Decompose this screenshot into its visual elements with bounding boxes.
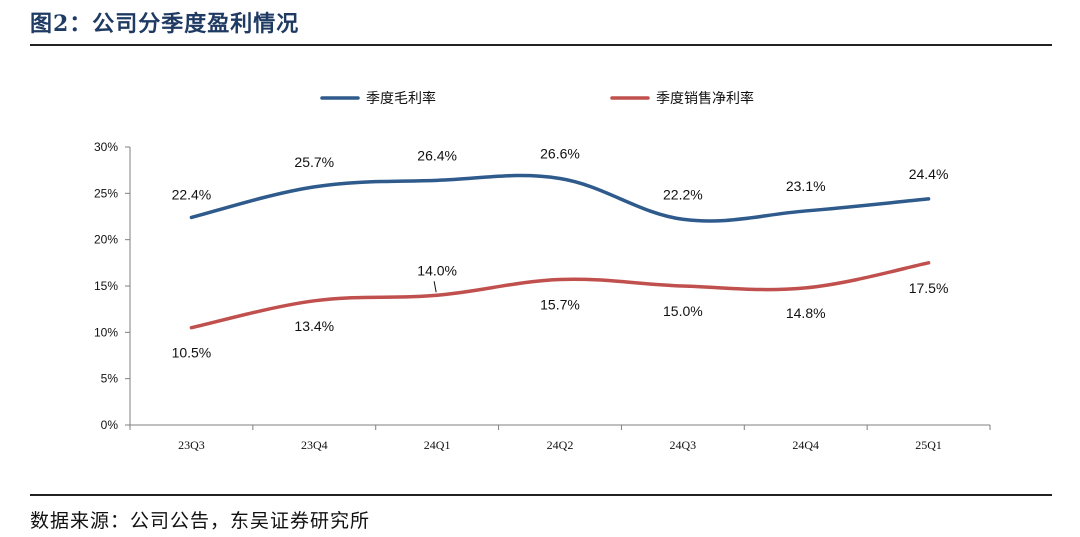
x-tick-label: 24Q3 — [670, 438, 697, 452]
net-margin-data-label: 17.5% — [909, 280, 949, 296]
y-tick-label: 20% — [94, 233, 118, 247]
x-tick-label: 24Q2 — [547, 438, 574, 452]
net-margin-data-label: 13.4% — [294, 318, 334, 334]
x-tick-label: 23Q4 — [301, 438, 328, 452]
gross-margin-data-label: 22.4% — [172, 186, 212, 202]
chart-axes: 0% 5% 10% 15% 20% 25% 30% 23Q3 23Q4 24Q1 24Q2 24Q3 2… — [94, 140, 991, 452]
gross-margin-data-label: 26.4% — [417, 147, 457, 163]
figure-title: 图2：公司分季度盈利情况 — [30, 11, 300, 37]
gross-margin-data-label: 23.1% — [786, 178, 826, 194]
net-margin-data-label: 15.7% — [540, 297, 580, 313]
legend-label-gross: 季度毛利率 — [366, 90, 436, 106]
gross-margin-data-label: 22.2% — [663, 186, 703, 202]
x-tick-label: 23Q3 — [178, 438, 205, 452]
y-tick-label: 15% — [94, 279, 118, 293]
gross-margin-data-label: 25.7% — [294, 154, 334, 170]
bottom-rule — [30, 494, 1052, 496]
net-margin-data-label: 10.5% — [172, 345, 212, 361]
chart-data-labels: 22.4% 25.7% 26.4% 26.6% 22.2% 23.1% 24.4% 10.5%… — [172, 146, 949, 361]
net-margin-data-label: 15.0% — [663, 303, 703, 319]
x-tick-label: 24Q1 — [424, 438, 451, 452]
gross-margin-line — [189, 173, 931, 223]
x-tick-label: 24Q4 — [792, 438, 819, 452]
chart-lines — [189, 173, 931, 330]
top-rule — [30, 44, 1052, 46]
y-tick-label: 0% — [101, 418, 119, 432]
gross-margin-data-label: 26.6% — [540, 146, 580, 162]
legend-label-net: 季度销售净利率 — [656, 90, 754, 106]
y-tick-label: 5% — [101, 372, 119, 386]
net-margin-data-label: 14.0% — [417, 262, 457, 278]
y-tick-label: 10% — [94, 325, 118, 339]
y-tick-label: 25% — [94, 186, 118, 200]
x-tick-label: 25Q1 — [915, 438, 942, 452]
y-tick-label: 30% — [94, 140, 118, 154]
chart-legend: 季度毛利率 季度销售净利率 — [320, 90, 754, 106]
net-margin-line — [189, 261, 931, 330]
data-label-leader — [433, 281, 437, 293]
source-note: 数据来源：公司公告，东吴证券研究所 — [30, 510, 371, 532]
net-margin-data-label: 14.8% — [786, 305, 826, 321]
gross-margin-data-label: 24.4% — [909, 166, 949, 182]
